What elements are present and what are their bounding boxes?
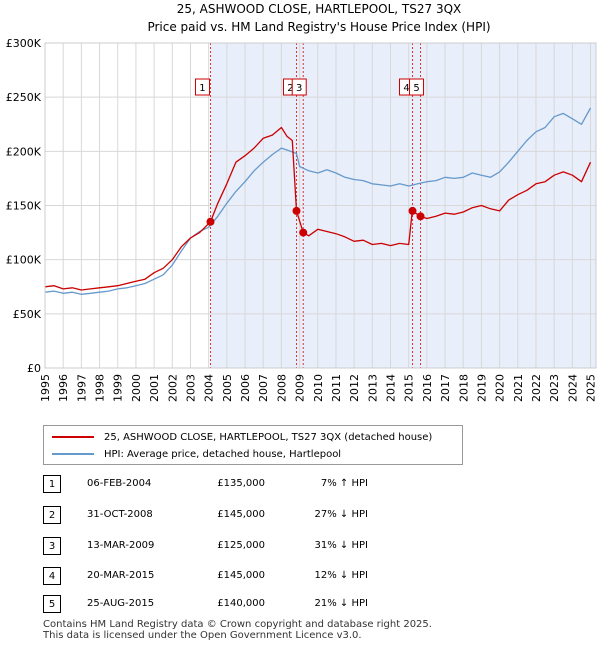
x-tick-label: 2000 <box>130 374 143 402</box>
transaction-price: £125,000 <box>217 540 265 551</box>
legend-label-property: 25, ASHWOOD CLOSE, HARTLEPOOL, TS27 3QX … <box>104 431 433 443</box>
transaction-date: 13-MAR-2009 <box>87 540 155 551</box>
sale-label-text: 5 <box>413 83 419 94</box>
x-tick-label: 2013 <box>366 374 379 402</box>
x-tick-label: 1995 <box>39 374 52 402</box>
sale-point <box>408 206 417 215</box>
transaction-hpi: 12% ↓ HPI <box>314 570 368 581</box>
y-tick-label: £100K <box>6 254 42 267</box>
x-tick-label: 1997 <box>75 374 88 402</box>
x-tick-label: 2023 <box>548 374 561 402</box>
transaction-marker: 3 <box>43 537 61 555</box>
x-tick-label: 2004 <box>203 374 216 402</box>
x-tick-label: 2022 <box>530 374 543 402</box>
transaction-hpi: 7% ↑ HPI <box>320 478 368 489</box>
y-tick-label: £250K <box>6 91 42 104</box>
legend-swatch-property <box>52 436 94 438</box>
transaction-row: 2 31-OCT-2008 £145,000 27% ↓ HPI <box>43 506 423 524</box>
x-tick-label: 1999 <box>112 374 125 402</box>
transaction-hpi: 21% ↓ HPI <box>314 598 368 609</box>
transaction-marker: 2 <box>43 506 61 524</box>
x-tick-label: 2007 <box>257 374 270 402</box>
x-tick-label: 2010 <box>312 374 325 402</box>
x-tick-label: 2018 <box>457 374 470 402</box>
transaction-price: £135,000 <box>217 478 265 489</box>
x-tick-label: 2019 <box>475 374 488 402</box>
x-tick-label: 2003 <box>184 374 197 402</box>
x-tick-label: 2016 <box>421 374 434 402</box>
series-line <box>44 126 592 291</box>
y-tick-label: £150K <box>6 200 42 213</box>
x-tick-label: 2005 <box>221 374 234 402</box>
chart-title: 25, ASHWOOD CLOSE, HARTLEPOOL, TS27 3QX <box>177 2 462 16</box>
x-tick-label: 2017 <box>439 374 452 402</box>
sale-label-text: 2 <box>287 83 293 94</box>
x-tick-label: 2009 <box>294 374 307 402</box>
y-tick-label: £0 <box>27 362 41 375</box>
transaction-price: £140,000 <box>217 598 265 609</box>
legend-swatch-hpi <box>52 453 94 455</box>
x-tick-label: 2012 <box>348 374 361 402</box>
sale-label-text: 1 <box>199 83 205 94</box>
x-tick-label: 2021 <box>512 374 525 402</box>
transaction-date: 20-MAR-2015 <box>87 570 155 581</box>
price-chart: 25, ASHWOOD CLOSE, HARTLEPOOL, TS27 3QX … <box>6 2 598 402</box>
x-tick-label: 2001 <box>148 374 161 402</box>
y-tick-label: £50K <box>13 308 42 321</box>
transaction-marker: 4 <box>43 567 61 585</box>
x-tick-label: 2024 <box>566 374 579 402</box>
transaction-date: 06-FEB-2004 <box>87 478 152 489</box>
chart-subtitle: Price paid vs. HM Land Registry's House … <box>147 20 490 34</box>
sale-label-box <box>409 78 425 96</box>
plot-border <box>44 42 597 369</box>
sale-point <box>292 206 301 215</box>
chart-legend: 25, ASHWOOD CLOSE, HARTLEPOOL, TS27 3QX … <box>43 425 463 465</box>
y-tick-label: £200K <box>6 145 42 158</box>
legend-item-hpi: HPI: Average price, detached house, Hart… <box>52 446 341 462</box>
x-tick-label: 2020 <box>494 374 507 402</box>
transaction-price: £145,000 <box>217 509 265 520</box>
x-tick-label: 2011 <box>330 374 343 402</box>
x-tick-label: 1998 <box>94 374 107 402</box>
sale-label-text: 3 <box>296 83 302 94</box>
transaction-row: 5 25-AUG-2015 £140,000 21% ↓ HPI <box>43 595 423 613</box>
series-line <box>44 107 592 295</box>
transaction-hpi: 31% ↓ HPI <box>314 540 368 551</box>
x-tick-label: 2008 <box>275 374 288 402</box>
transaction-hpi: 27% ↓ HPI <box>314 509 368 520</box>
transaction-date: 31-OCT-2008 <box>87 509 153 520</box>
transaction-marker: 1 <box>43 475 61 493</box>
sale-label-box <box>291 78 307 96</box>
legend-label-hpi: HPI: Average price, detached house, Hart… <box>104 448 342 460</box>
x-tick-label: 2002 <box>166 374 179 402</box>
x-tick-label: 2015 <box>403 374 416 402</box>
transaction-row: 3 13-MAR-2009 £125,000 31% ↓ HPI <box>43 537 423 555</box>
transaction-price: £145,000 <box>217 570 265 581</box>
footer-line-2: This data is licensed under the Open Gov… <box>43 630 362 641</box>
y-tick-label: £300K <box>6 37 42 50</box>
x-tick-label: 2025 <box>585 374 598 402</box>
transaction-marker: 5 <box>43 595 61 613</box>
sale-label-text: 4 <box>403 83 409 94</box>
footer-attribution: Contains HM Land Registry data © Crown c… <box>43 619 432 641</box>
transaction-row: 1 06-FEB-2004 £135,000 7% ↑ HPI <box>43 475 423 493</box>
footer-line-1: Contains HM Land Registry data © Crown c… <box>43 619 432 630</box>
legend-item-property: 25, ASHWOOD CLOSE, HARTLEPOOL, TS27 3QX … <box>52 429 432 445</box>
transaction-row: 4 20-MAR-2015 £145,000 12% ↓ HPI <box>43 567 423 585</box>
sale-label-box <box>194 78 210 96</box>
x-tick-label: 2014 <box>385 374 398 402</box>
x-tick-label: 2006 <box>239 374 252 402</box>
transaction-date: 25-AUG-2015 <box>87 598 155 609</box>
sale-point <box>206 217 215 226</box>
sale-point <box>416 212 425 221</box>
sale-point <box>299 228 308 237</box>
x-tick-label: 1996 <box>57 374 70 402</box>
